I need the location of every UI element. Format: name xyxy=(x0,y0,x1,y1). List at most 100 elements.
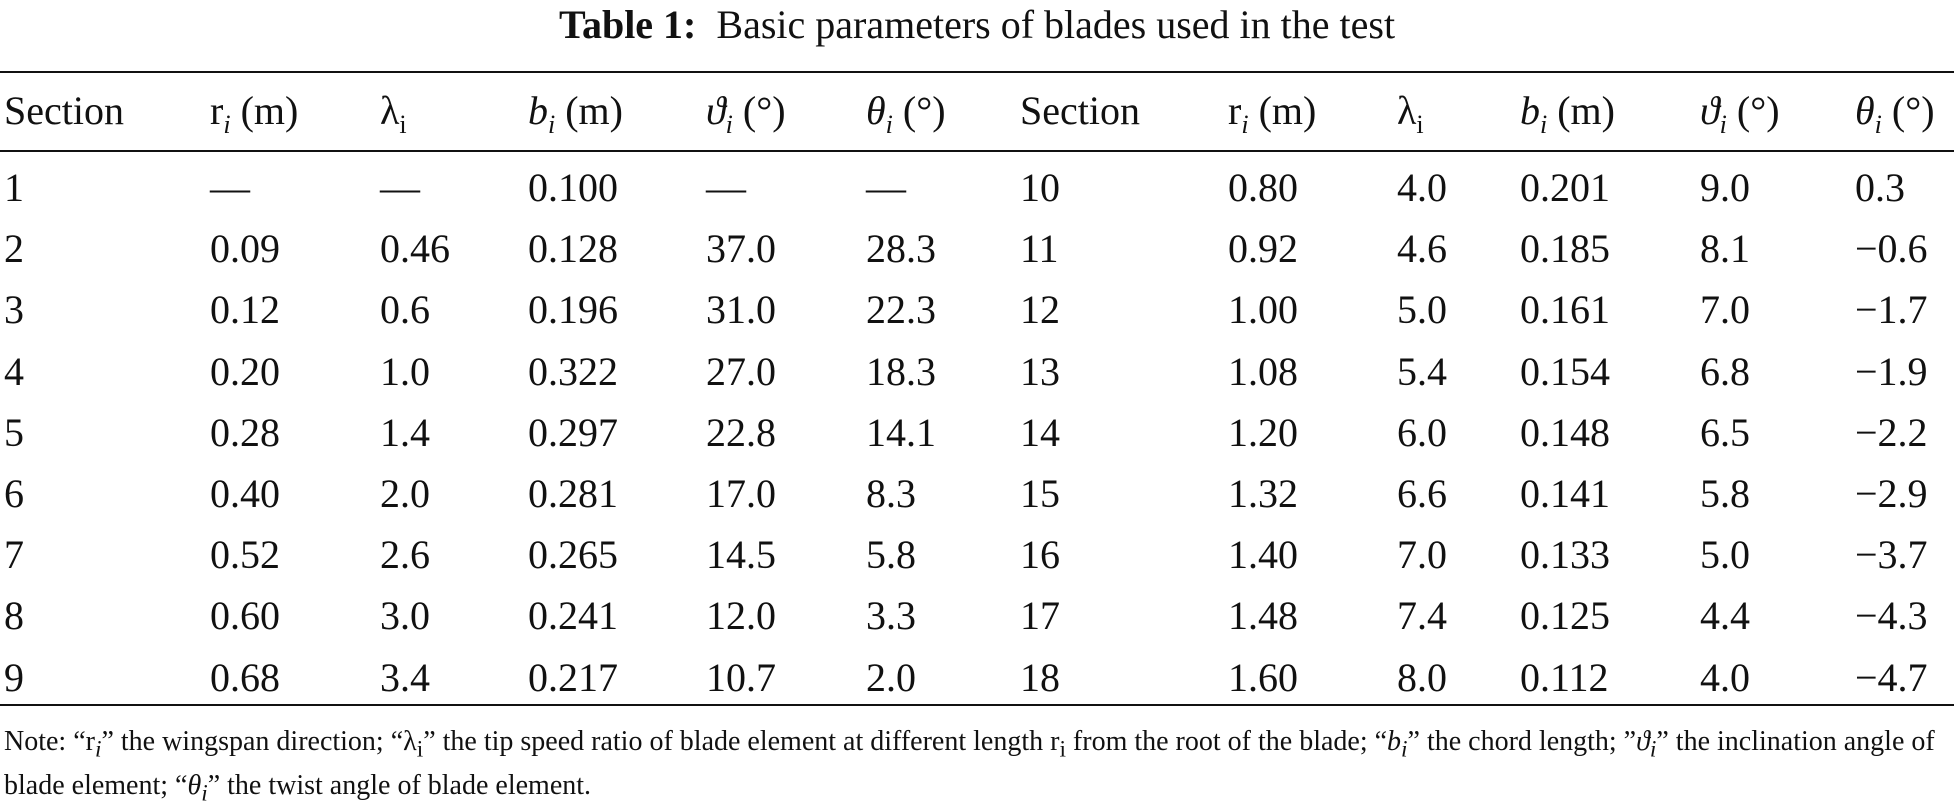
table-cell: 14.1 xyxy=(866,409,936,455)
table-cell: 1.32 xyxy=(1228,471,1298,516)
table-cell: 5 xyxy=(4,409,24,455)
table-cell: 37.0 xyxy=(706,226,776,272)
table-cell: 0.09 xyxy=(210,226,280,272)
table-cell: 1.00 xyxy=(1228,287,1298,333)
table-cell: 0.112 xyxy=(1520,654,1609,700)
table-cell: 15 xyxy=(1020,471,1060,516)
table-cell: 17 xyxy=(1020,593,1060,639)
table-cell: 1.40 xyxy=(1228,532,1298,578)
table-cell: 0.133 xyxy=(1520,532,1610,578)
table-cell: 3.3 xyxy=(866,593,916,639)
table-cell: 1.20 xyxy=(1228,409,1298,455)
table-cell: 12 xyxy=(1020,287,1060,333)
table-cell: −2.9 xyxy=(1855,471,1928,516)
table-cell: 4.4 xyxy=(1700,593,1750,639)
table-cell: 5.4 xyxy=(1397,348,1447,394)
table-cell: 0.154 xyxy=(1520,348,1610,394)
table-cell: 0.92 xyxy=(1228,226,1298,272)
table-cell: 0.217 xyxy=(528,654,618,700)
table-cell: 8.3 xyxy=(866,471,916,516)
table-cell: 4.0 xyxy=(1397,165,1447,210)
bottom-rule xyxy=(0,704,1954,706)
table-cell: 0.60 xyxy=(210,593,280,639)
table-cell: 6 xyxy=(4,471,24,516)
header-section-2: Section xyxy=(1020,88,1140,133)
header-b-2: bi (m) xyxy=(1520,88,1615,139)
table-cell: 0.148 xyxy=(1520,409,1610,455)
table-caption: Table 1: Basic parameters of blades used… xyxy=(0,2,1954,48)
table-cell: 28.3 xyxy=(866,226,936,272)
table-cell: 9.0 xyxy=(1700,165,1750,210)
header-lambda-2: λi xyxy=(1397,88,1424,139)
table-cell: 0.141 xyxy=(1520,471,1610,516)
table-cell: 5.8 xyxy=(1700,471,1750,516)
table-cell: −0.6 xyxy=(1855,226,1928,272)
table-cell: 22.3 xyxy=(866,287,936,333)
table-cell: 27.0 xyxy=(706,348,776,394)
header-vartheta-2: ϑi (°) xyxy=(1700,88,1780,139)
table-cell: 31.0 xyxy=(706,287,776,333)
table-cell: 0.125 xyxy=(1520,593,1610,639)
table-cell: 0.52 xyxy=(210,532,280,578)
table-cell: 0.185 xyxy=(1520,226,1610,272)
table-cell: 6.5 xyxy=(1700,409,1750,455)
table-cell: 0.100 xyxy=(528,165,618,210)
table-cell: — xyxy=(866,165,906,210)
table-cell: 12.0 xyxy=(706,593,776,639)
table-cell: 14 xyxy=(1020,409,1060,455)
table-cell: 0.201 xyxy=(1520,165,1610,210)
table-cell: 6.6 xyxy=(1397,471,1447,516)
table-cell: 0.28 xyxy=(210,409,280,455)
table-cell: 1 xyxy=(4,165,24,210)
table-cell: — xyxy=(380,165,420,210)
table-cell: 7.0 xyxy=(1700,287,1750,333)
header-vartheta: ϑi (°) xyxy=(706,88,786,139)
table-cell: 0.6 xyxy=(380,287,430,333)
top-rule xyxy=(0,71,1954,73)
table-cell: 18 xyxy=(1020,654,1060,700)
table-cell: 0.128 xyxy=(528,226,618,272)
table-cell: 22.8 xyxy=(706,409,776,455)
table-cell: 1.60 xyxy=(1228,654,1298,700)
table-cell: 17.0 xyxy=(706,471,776,516)
table-cell: 3 xyxy=(4,287,24,333)
table-cell: 0.3 xyxy=(1855,165,1905,210)
header-rule xyxy=(0,150,1954,152)
table-cell: 0.196 xyxy=(528,287,618,333)
table-cell: 5.8 xyxy=(866,532,916,578)
table-cell: 8.0 xyxy=(1397,654,1447,700)
table-cell: 5.0 xyxy=(1700,532,1750,578)
header-r: ri (m) xyxy=(210,88,299,139)
header-section: Section xyxy=(4,88,124,133)
header-r-2: ri (m) xyxy=(1228,88,1317,139)
table-cell: 13 xyxy=(1020,348,1060,394)
table-cell: — xyxy=(706,165,746,210)
table-cell: 0.20 xyxy=(210,348,280,394)
table-cell: 1.4 xyxy=(380,409,430,455)
table-cell: −4.7 xyxy=(1855,654,1928,700)
table-cell: 8 xyxy=(4,593,24,639)
table-cell: 1.08 xyxy=(1228,348,1298,394)
table-cell: 8.1 xyxy=(1700,226,1750,272)
table-cell: 0.12 xyxy=(210,287,280,333)
table-cell: 0.161 xyxy=(1520,287,1610,333)
table-cell: 4.0 xyxy=(1700,654,1750,700)
table-cell: 0.241 xyxy=(528,593,618,639)
table-cell: 7.0 xyxy=(1397,532,1447,578)
table-cell: 16 xyxy=(1020,532,1060,578)
table-title: Basic parameters of blades used in the t… xyxy=(716,2,1396,47)
table-cell: 2 xyxy=(4,226,24,272)
table-cell: 2.0 xyxy=(380,471,430,516)
table-cell: −2.2 xyxy=(1855,409,1928,455)
table-cell: — xyxy=(210,165,250,210)
table-cell: 3.0 xyxy=(380,593,430,639)
table-cell: 0.40 xyxy=(210,471,280,516)
table-cell: 18.3 xyxy=(866,348,936,394)
table-cell: 10 xyxy=(1020,165,1060,210)
table-cell: −1.7 xyxy=(1855,287,1928,333)
table-cell: −3.7 xyxy=(1855,532,1928,578)
table-cell: 4.6 xyxy=(1397,226,1447,272)
table-cell: 6.0 xyxy=(1397,409,1447,455)
table-cell: 0.297 xyxy=(528,409,618,455)
table-cell: 10.7 xyxy=(706,654,776,700)
